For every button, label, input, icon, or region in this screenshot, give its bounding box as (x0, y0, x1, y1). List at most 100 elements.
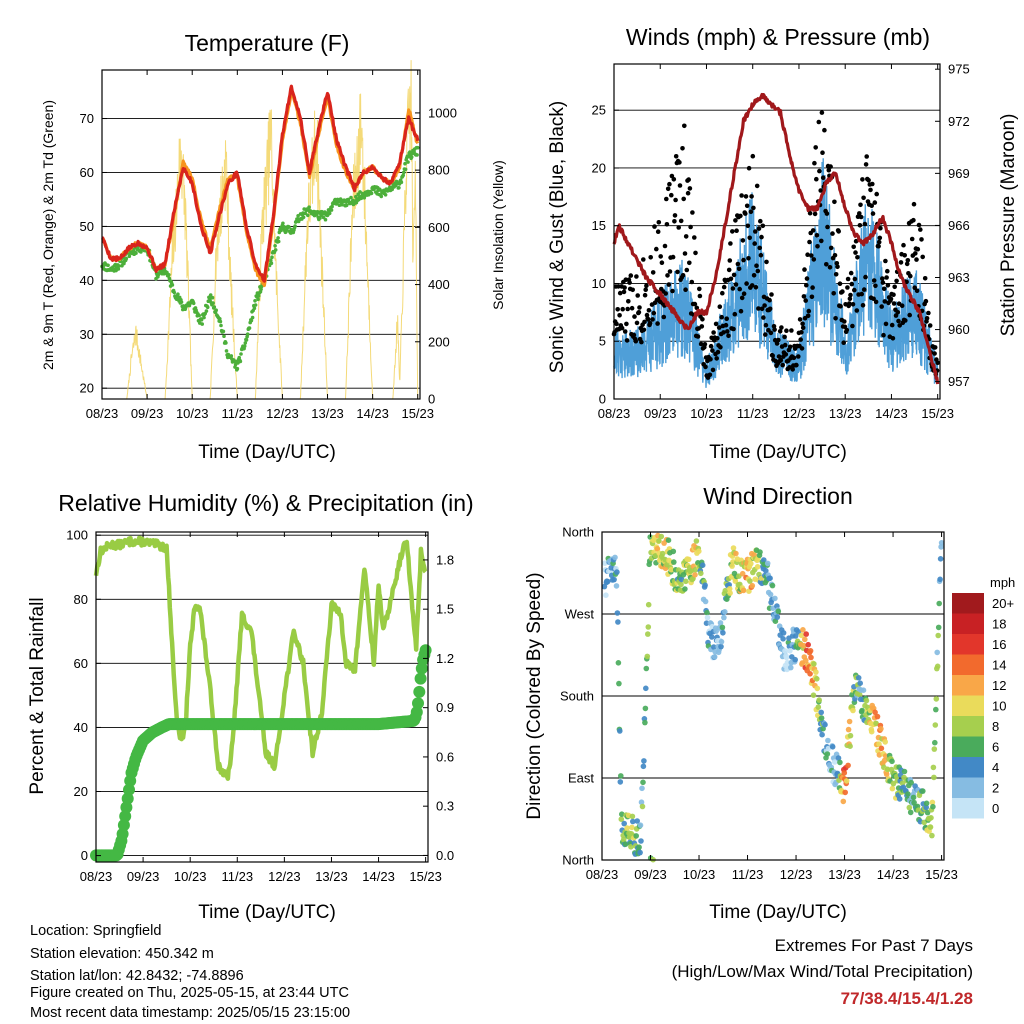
dewpoint-point (239, 352, 243, 356)
direction-point (722, 609, 728, 615)
gust-point (677, 183, 683, 188)
direction-point (612, 554, 618, 561)
gust-point (664, 196, 669, 202)
x-tick-label: 14/23 (356, 406, 389, 421)
gust-point (805, 252, 810, 257)
gust-point (914, 257, 919, 262)
gust-point (868, 187, 873, 193)
speed-legend-swatch (952, 675, 984, 696)
gust-point (803, 298, 808, 303)
x-tick-label: 15/23 (401, 406, 434, 421)
extremes-heading: Extremes For Past 7 Days (775, 936, 973, 955)
direction-point (819, 731, 825, 738)
gust-point (680, 273, 686, 278)
gust-point (763, 332, 768, 337)
direction-point (934, 649, 940, 656)
dewpoint-point (307, 205, 311, 209)
y-tick-label: 80 (74, 592, 88, 607)
gust-point (688, 224, 693, 230)
x-tick-label: 08/23 (80, 869, 113, 884)
direction-series (601, 532, 945, 863)
winds-x-axis-title: Time (Day/UTC) (709, 442, 847, 463)
gust-point (869, 203, 874, 208)
gust-point (684, 267, 690, 273)
dewpoint-point (250, 315, 255, 320)
dewpoint-point (199, 318, 204, 322)
direction-point (901, 768, 908, 775)
gust-point (650, 317, 655, 322)
gust-point (628, 273, 634, 278)
direction-point (693, 538, 700, 544)
dewpoint-point (323, 217, 328, 222)
x-tick-label: 11/23 (732, 867, 764, 882)
gust-point (819, 238, 824, 244)
dewpoint-point (270, 255, 274, 259)
pressure-y-axis-title: Station Pressure (Maroon) (998, 114, 1019, 337)
dewpoint-point (403, 167, 408, 172)
gust-point (858, 214, 864, 220)
direction-point (932, 722, 939, 728)
gust-point (882, 299, 888, 304)
direction-point (614, 610, 621, 616)
speed-legend-label: 18 (992, 617, 1006, 632)
gust-point (872, 200, 878, 205)
gust-point (807, 239, 812, 245)
precipitation-point (410, 706, 423, 719)
gust-point (833, 316, 838, 321)
gust-point (815, 244, 820, 249)
direction-point (847, 732, 854, 739)
dewpoint-point (179, 300, 184, 304)
direction-point (780, 630, 787, 636)
gust-point (858, 202, 863, 208)
direction-point (619, 811, 625, 817)
direction-point (824, 751, 831, 757)
x-tick-label: 10/23 (176, 406, 209, 421)
gust-point (777, 329, 783, 334)
direction-point (722, 587, 729, 594)
dewpoint-point (238, 359, 243, 364)
gust-point (855, 254, 860, 260)
gust-point (836, 229, 841, 234)
gust-point (713, 321, 719, 327)
gust-point (725, 329, 730, 334)
direction-point (881, 757, 888, 764)
direction-point (816, 697, 822, 703)
direction-point (685, 556, 692, 563)
gust-point (703, 364, 708, 370)
gust-point (697, 286, 702, 292)
gust-point (896, 318, 901, 324)
y-right-tick-label: 400 (428, 277, 450, 292)
direction-point (747, 578, 753, 584)
gust-point (880, 280, 886, 285)
direction-point (856, 691, 863, 698)
direction-point (638, 838, 644, 844)
gust-point (665, 186, 671, 192)
gust-point (932, 351, 937, 356)
dewpoint-point (167, 273, 171, 277)
x-tick-label: 08/23 (598, 406, 631, 421)
gust-point (647, 321, 653, 326)
gust-point (715, 349, 721, 355)
gust-point (863, 162, 869, 167)
gust-point (735, 261, 741, 267)
direction-point (624, 825, 630, 831)
humidity-x-axis-title: Time (Day/UTC) (198, 902, 336, 923)
y-right-tick-label: 600 (428, 220, 450, 235)
gust-point (710, 367, 716, 373)
station-elevation: Station elevation: 450.342 m (30, 946, 214, 962)
gust-point (903, 318, 908, 323)
direction-point (659, 550, 666, 557)
gust-point (776, 337, 781, 343)
humidity-title: Relative Humidity (%) & Precipitation (i… (58, 490, 473, 516)
direction-point (818, 709, 824, 716)
gust-point (866, 177, 871, 183)
gust-point (620, 306, 625, 312)
gust-point (728, 276, 734, 282)
direction-point (908, 779, 914, 786)
direction-point (617, 779, 624, 785)
direction-point (788, 664, 794, 671)
temperature-x-axis-title: Time (Day/UTC) (198, 442, 336, 463)
direction-point (825, 737, 831, 744)
direction-point (857, 680, 863, 686)
gust-point (743, 194, 749, 199)
